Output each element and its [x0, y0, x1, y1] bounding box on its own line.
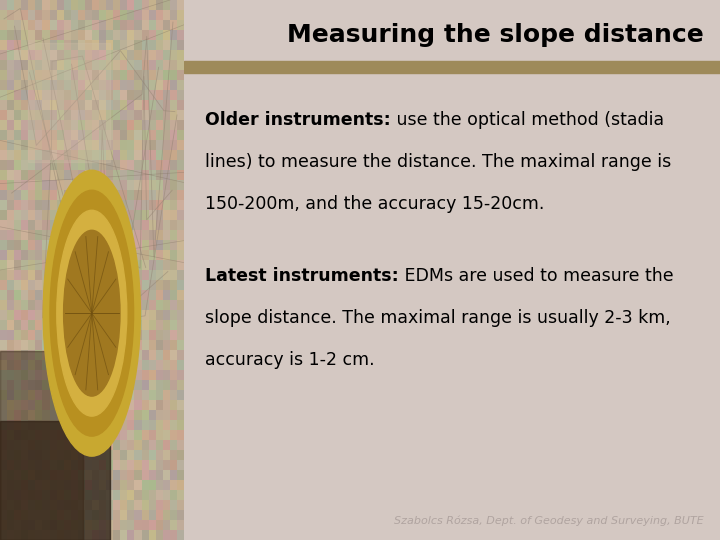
- Bar: [0, 351, 83, 540]
- Text: accuracy is 1-2 cm.: accuracy is 1-2 cm.: [205, 351, 374, 369]
- Bar: [27, 43, 110, 162]
- Bar: [0, 421, 110, 540]
- Circle shape: [50, 190, 134, 436]
- Text: EDMs are used to measure the: EDMs are used to measure the: [399, 267, 673, 285]
- Circle shape: [63, 230, 120, 396]
- Text: slope distance. The maximal range is usually 2-3 km,: slope distance. The maximal range is usu…: [205, 309, 671, 327]
- Text: 150-200m, and the accuracy 15-20cm.: 150-200m, and the accuracy 15-20cm.: [205, 195, 544, 213]
- Text: Older instruments:: Older instruments:: [205, 111, 391, 129]
- Circle shape: [57, 210, 127, 416]
- Text: lines) to measure the distance. The maximal range is: lines) to measure the distance. The maxi…: [205, 153, 671, 171]
- Circle shape: [43, 170, 140, 456]
- Text: Latest instruments:: Latest instruments:: [205, 267, 399, 285]
- Bar: [184, 61, 720, 73]
- Text: use the optical method (stadia: use the optical method (stadia: [391, 111, 664, 129]
- Text: Szabolcs Rózsa, Dept. of Geodesy and Surveying, BUTE: Szabolcs Rózsa, Dept. of Geodesy and Sur…: [395, 516, 704, 526]
- Text: Measuring the slope distance: Measuring the slope distance: [287, 23, 704, 47]
